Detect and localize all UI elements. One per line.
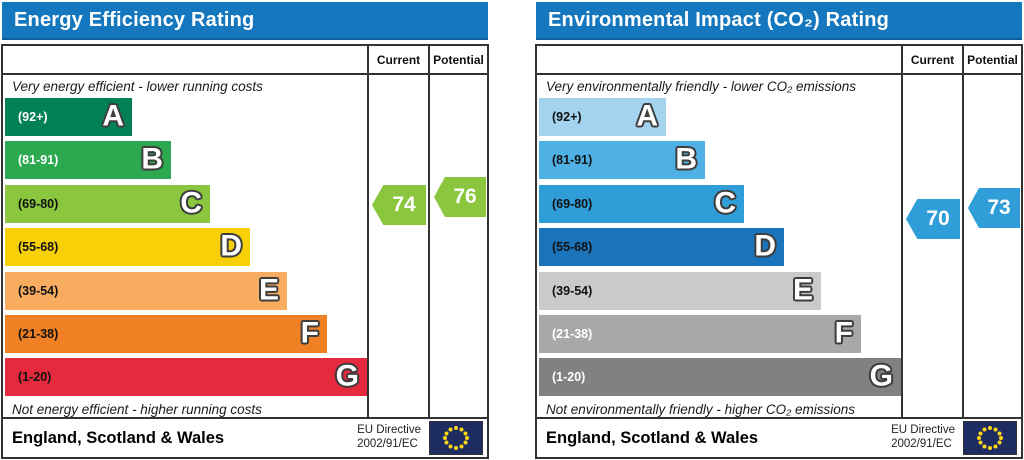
chart-footer: England, Scotland & Wales EU Directive 2… — [537, 417, 1021, 457]
band-e: (39-54) E — [539, 272, 821, 310]
band-d: (55-68) D — [5, 228, 250, 266]
header-divider — [3, 73, 487, 75]
column-divider — [428, 46, 430, 419]
current-rating-arrow: 74 — [372, 185, 426, 225]
band-g: (1-20) G — [5, 358, 367, 396]
chart-footer: England, Scotland & Wales EU Directive 2… — [3, 417, 487, 457]
potential-rating-value: 73 — [987, 196, 1011, 219]
region-label: England, Scotland & Wales — [12, 428, 225, 447]
band-range: (92+) — [18, 110, 48, 124]
band-letter: D — [220, 229, 242, 263]
current-column-header: Current — [910, 52, 955, 67]
band-range: (39-54) — [18, 284, 59, 298]
band-range: (69-80) — [18, 197, 59, 211]
current-column-header: Current — [376, 52, 421, 67]
top-note: Very energy efficient - lower running co… — [12, 79, 263, 94]
band-letter: F — [834, 316, 853, 350]
co2-rating-table: Current Potential Very environmentally f… — [535, 44, 1023, 459]
header-divider — [537, 73, 1021, 75]
band-letter: A — [102, 99, 124, 133]
potential-column-header: Potential — [967, 52, 1018, 67]
band-letter: E — [792, 273, 813, 307]
eu-directive-line2: 2002/91/EC — [357, 438, 418, 450]
energy-title-bar: Energy Efficiency Rating — [2, 2, 488, 40]
eu-directive-label: EU Directive 2002/91/EC — [891, 424, 955, 452]
co2-title-bar: Environmental Impact (CO₂) Rating — [536, 2, 1022, 40]
band-range: (55-68) — [552, 240, 593, 254]
band-letter: G — [335, 359, 359, 393]
bottom-note: Not energy efficient - higher running co… — [12, 402, 262, 417]
co2-chart-title: Environmental Impact (CO₂) Rating — [548, 8, 890, 31]
band-a: (92+) A — [5, 98, 132, 136]
band-range: (92+) — [552, 110, 582, 124]
band-c: (69-80) C — [539, 185, 744, 223]
band-c: (69-80) C — [5, 185, 210, 223]
current-rating-value: 74 — [392, 193, 416, 216]
band-b: (81-91) B — [5, 141, 171, 179]
top-note: Very environmentally friendly - lower CO… — [546, 79, 856, 94]
band-range: (1-20) — [18, 370, 52, 384]
band-range: (81-91) — [552, 153, 593, 167]
potential-rating-arrow: 73 — [968, 188, 1020, 228]
band-letter: F — [300, 316, 319, 350]
band-g: (1-20) G — [539, 358, 901, 396]
band-letter: E — [258, 273, 279, 307]
eu-directive-label: EU Directive 2002/91/EC — [357, 424, 421, 452]
band-e: (39-54) E — [5, 272, 287, 310]
band-letter: A — [636, 99, 658, 133]
energy-rating-table: Current Potential Very energy efficient … — [1, 44, 489, 459]
band-range: (81-91) — [18, 153, 59, 167]
eu-flag-icon — [429, 421, 483, 455]
band-letter: C — [714, 186, 736, 220]
eu-directive-line1: EU Directive — [891, 424, 955, 437]
band-letter: B — [141, 142, 163, 176]
band-b: (81-91) B — [539, 141, 705, 179]
eu-flag-icon — [963, 421, 1017, 455]
potential-column-header: Potential — [433, 52, 484, 67]
band-range: (39-54) — [552, 284, 593, 298]
band-range: (1-20) — [552, 370, 586, 384]
energy-efficiency-chart: Energy Efficiency Rating Current Potenti… — [0, 0, 490, 460]
region-label: England, Scotland & Wales — [546, 428, 759, 447]
column-divider — [901, 46, 903, 419]
band-letter: C — [180, 186, 202, 220]
potential-rating-value: 76 — [453, 185, 477, 208]
environmental-impact-chart: Environmental Impact (CO₂) Rating Curren… — [534, 0, 1024, 460]
band-letter: B — [675, 142, 697, 176]
band-range: (69-80) — [552, 197, 593, 211]
eu-directive-line1: EU Directive — [357, 424, 421, 437]
band-f: (21-38) F — [5, 315, 327, 353]
band-letter: D — [754, 229, 776, 263]
energy-chart-title: Energy Efficiency Rating — [14, 8, 255, 31]
current-rating-arrow: 70 — [906, 199, 960, 239]
band-f: (21-38) F — [539, 315, 861, 353]
band-a: (92+) A — [539, 98, 666, 136]
current-rating-value: 70 — [926, 207, 950, 230]
column-divider — [962, 46, 964, 419]
band-range: (21-38) — [552, 327, 593, 341]
column-divider — [367, 46, 369, 419]
band-range: (55-68) — [18, 240, 59, 254]
band-d: (55-68) D — [539, 228, 784, 266]
band-letter: G — [869, 359, 893, 393]
potential-rating-arrow: 76 — [434, 177, 486, 217]
eu-directive-line2: 2002/91/EC — [891, 438, 952, 450]
band-range: (21-38) — [18, 327, 59, 341]
bottom-note: Not environmentally friendly - higher CO… — [546, 402, 856, 417]
